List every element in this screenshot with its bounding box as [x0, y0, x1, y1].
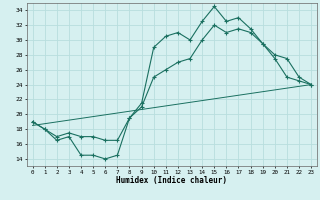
- X-axis label: Humidex (Indice chaleur): Humidex (Indice chaleur): [116, 176, 228, 185]
